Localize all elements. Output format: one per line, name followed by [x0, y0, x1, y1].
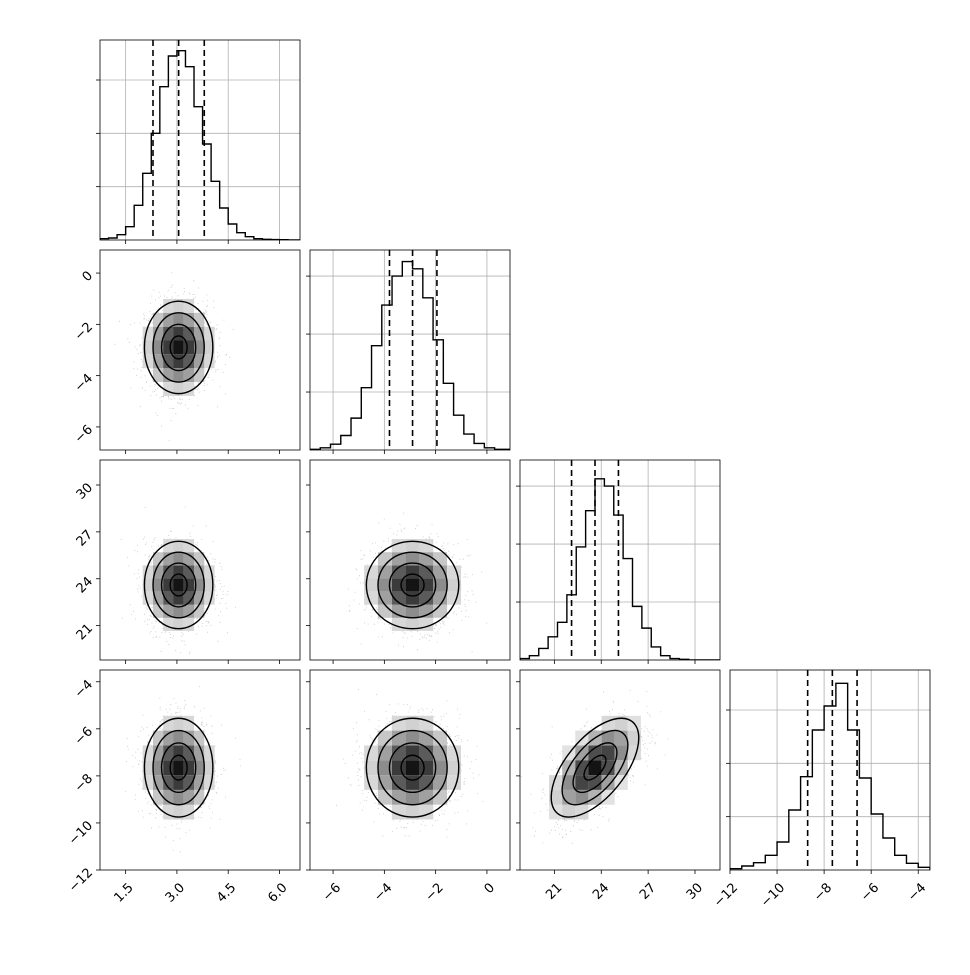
contour-3-1-3: [365, 717, 460, 818]
ytick-label-2-3: 30: [74, 480, 96, 502]
ytick-label-3-2: −8: [72, 771, 96, 795]
contour-1-0-2: [152, 312, 205, 383]
xtick-label-1-3: 0: [482, 880, 498, 896]
hist-panel-1: [306, 249, 511, 454]
xtick-label-2-2: 27: [637, 880, 659, 902]
ytick-label-3-3: −6: [72, 724, 96, 748]
hist-1-steps: [310, 260, 510, 450]
scatter-2-0-frame: [99, 459, 301, 661]
xtick-label-3-0: −12: [711, 880, 741, 910]
hist-2-steps: [520, 478, 720, 660]
ytick-label-1-0: −6: [72, 422, 96, 446]
xtick-label-0-0: 1.5: [112, 880, 137, 905]
ytick-label-1-3: 0: [80, 269, 96, 285]
scatter-3-0-frame: [99, 669, 301, 871]
scatter-panel-1-0: [96, 249, 301, 454]
contour-2-0-3: [143, 540, 214, 630]
contour-3-0-1: [160, 742, 197, 794]
hist-2-frame: [519, 459, 721, 661]
contour-3-1-2: [377, 729, 448, 806]
contour-3-1-0: [400, 754, 425, 781]
contour-2-1-3: [365, 540, 460, 630]
contour-3-2-2: [561, 729, 629, 806]
contour-3-2-1: [572, 742, 618, 794]
xtick-label-2-0: 21: [543, 880, 565, 902]
xtick-label-0-1: 3.0: [163, 880, 188, 905]
xtick-label-1-2: −2: [423, 880, 447, 904]
scatter-panel-3-2: [516, 669, 721, 874]
xtick-label-1-0: −6: [320, 880, 344, 904]
hist-3-steps: [730, 682, 930, 870]
scatter-2-1-frame: [309, 459, 511, 661]
contour-3-0-2: [152, 729, 205, 806]
contour-2-1-1: [388, 562, 437, 608]
scatter-panel-3-1: [306, 669, 511, 874]
density-3-2: [549, 715, 641, 820]
contour-2-1-2: [377, 551, 448, 619]
scatter-1-0-frame: [99, 249, 301, 451]
xtick-label-2-1: 24: [590, 880, 612, 902]
scatter-panel-2-1: [306, 459, 511, 664]
contour-2-0-0: [169, 573, 188, 597]
ytick-label-3-0: −12: [66, 865, 96, 895]
hist-panel-2: [516, 459, 721, 664]
xtick-label-0-3: 6.0: [265, 880, 290, 905]
ytick-label-1-1: −4: [72, 371, 96, 395]
hist-panel-0: [96, 39, 301, 244]
density-1-0: [142, 299, 215, 396]
ytick-label-3-4: −4: [72, 677, 96, 701]
scatter-panel-3-0: [96, 669, 301, 874]
ytick-label-2-0: 21: [74, 621, 96, 643]
contour-3-0-3: [143, 717, 214, 818]
scatter-3-2-frame: [519, 669, 721, 871]
contour-1-0-3: [143, 300, 214, 395]
xtick-label-3-1: −10: [758, 880, 788, 910]
scatter-panel-2-0: [96, 459, 301, 664]
xtick-label-0-2: 4.5: [214, 880, 239, 905]
hist-3-frame: [729, 669, 931, 871]
contour-3-2-0: [583, 754, 607, 781]
hist-0-steps: [100, 49, 300, 240]
ytick-label-3-1: −10: [66, 818, 96, 848]
xtick-label-3-3: −6: [858, 880, 882, 904]
ytick-label-1-2: −2: [72, 320, 96, 344]
xtick-label-3-2: −8: [811, 880, 835, 904]
contour-2-1-0: [400, 573, 425, 597]
contour-1-0-0: [169, 335, 188, 360]
contour-2-0-2: [152, 551, 205, 619]
ytick-label-2-1: 24: [74, 574, 96, 596]
xtick-label-3-4: −4: [905, 880, 929, 904]
hist-0-frame: [99, 39, 301, 241]
xtick-label-1-1: −4: [371, 880, 395, 904]
xtick-label-2-3: 30: [684, 880, 706, 902]
contour-2-0-1: [160, 562, 197, 608]
hist-panel-3: [726, 669, 931, 874]
density-3-0: [142, 715, 215, 820]
density-2-0: [142, 539, 215, 631]
scatter-3-1-frame: [309, 669, 511, 871]
contour-1-0-1: [160, 323, 197, 372]
contour-3-1-1: [388, 742, 437, 794]
ytick-label-2-2: 27: [74, 527, 96, 549]
hist-1-frame: [309, 249, 511, 451]
contour-3-0-0: [169, 754, 188, 781]
contour-3-2-3: [550, 717, 640, 818]
